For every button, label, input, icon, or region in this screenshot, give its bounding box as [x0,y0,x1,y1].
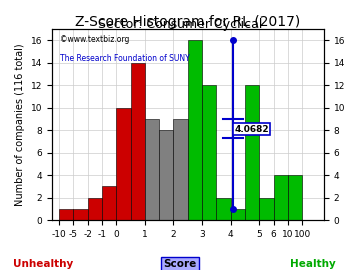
Text: 4.0682: 4.0682 [234,124,269,134]
Bar [288,175,302,220]
Bar [274,175,288,220]
Bar [102,186,116,220]
Bar [73,209,87,220]
Title: Z-Score Histogram for RL (2017): Z-Score Histogram for RL (2017) [75,15,300,29]
Bar [231,209,245,220]
Bar [259,198,274,220]
Bar [145,119,159,220]
Text: Sector: Consumer Cyclical: Sector: Consumer Cyclical [98,18,262,31]
Bar [245,85,259,220]
Text: Healthy: Healthy [290,259,336,269]
Text: Unhealthy: Unhealthy [13,259,73,269]
Text: The Research Foundation of SUNY: The Research Foundation of SUNY [60,54,190,63]
Bar [188,40,202,220]
Bar [59,209,73,220]
Y-axis label: Number of companies (116 total): Number of companies (116 total) [15,43,25,206]
Bar [159,130,174,220]
Bar [87,198,102,220]
Bar [202,85,216,220]
Bar [216,198,231,220]
Text: ©www.textbiz.org: ©www.textbiz.org [60,35,129,44]
Bar [131,63,145,220]
Bar [174,119,188,220]
Text: Score: Score [163,259,197,269]
Bar [116,108,131,220]
